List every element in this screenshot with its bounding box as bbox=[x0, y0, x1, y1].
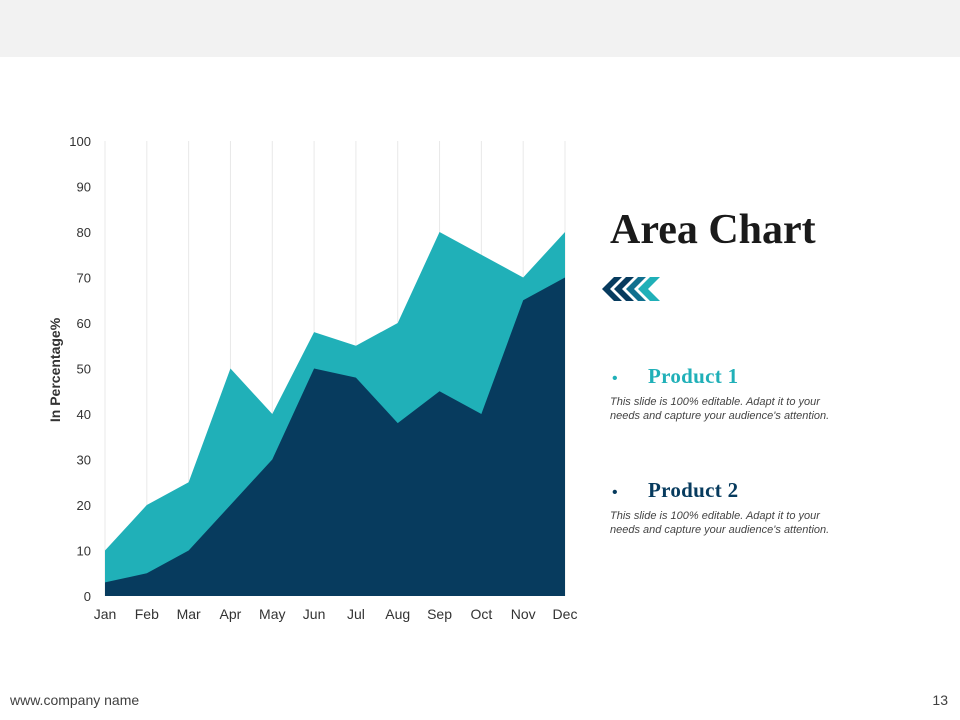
y-tick-label: 50 bbox=[77, 362, 91, 377]
x-tick-label: Aug bbox=[385, 606, 410, 622]
x-tick-label: Sep bbox=[427, 606, 452, 622]
legend-item-product-1: • Product 1 This slide is 100% editable.… bbox=[610, 364, 860, 423]
footer-url: www.company name bbox=[10, 692, 140, 708]
y-tick-label: 70 bbox=[77, 271, 91, 286]
y-tick-label: 0 bbox=[84, 589, 91, 604]
x-tick-label: Nov bbox=[511, 606, 536, 622]
y-tick-label: 40 bbox=[77, 407, 91, 422]
legend-product-1-description: This slide is 100% editable. Adapt it to… bbox=[610, 396, 830, 422]
x-tick-label: Dec bbox=[553, 606, 578, 622]
x-tick-label: Jun bbox=[303, 606, 326, 622]
area-series-product-2 bbox=[105, 277, 565, 596]
y-tick-label: 10 bbox=[77, 544, 91, 559]
x-tick-label: Oct bbox=[470, 606, 492, 622]
legend-product-2-name: Product 2 bbox=[648, 478, 739, 502]
y-tick-label: 30 bbox=[77, 453, 91, 468]
x-tick-label: Mar bbox=[177, 606, 201, 622]
top-band bbox=[0, 0, 960, 57]
x-tick-label: May bbox=[259, 606, 285, 622]
x-tick-label: Jan bbox=[94, 606, 117, 622]
slide-title: Area Chart bbox=[610, 207, 816, 253]
y-tick-label: 60 bbox=[77, 316, 91, 331]
y-axis-label: In Percentage% bbox=[47, 317, 63, 422]
y-tick-label: 100 bbox=[69, 134, 91, 149]
legend-product-1-name: Product 1 bbox=[648, 364, 739, 388]
legend-bullet: • bbox=[612, 370, 618, 387]
x-tick-label: Feb bbox=[135, 606, 159, 622]
y-tick-label: 80 bbox=[77, 225, 91, 240]
y-tick-label: 20 bbox=[77, 498, 91, 513]
x-tick-label: Apr bbox=[220, 606, 242, 622]
chevron-arrows-icon bbox=[602, 277, 660, 301]
legend-item-product-2: • Product 2 This slide is 100% editable.… bbox=[610, 478, 860, 537]
page-number: 13 bbox=[932, 692, 948, 708]
y-tick-label: 90 bbox=[77, 180, 91, 195]
area-chart: 0 10 20 30 40 50 60 70 80 90 100 Jan Feb Mar Apr May Ju… bbox=[47, 134, 578, 622]
x-tick-label: Jul bbox=[347, 606, 365, 622]
legend-product-2-description: This slide is 100% editable. Adapt it to… bbox=[610, 510, 830, 536]
legend-bullet: • bbox=[612, 484, 618, 501]
